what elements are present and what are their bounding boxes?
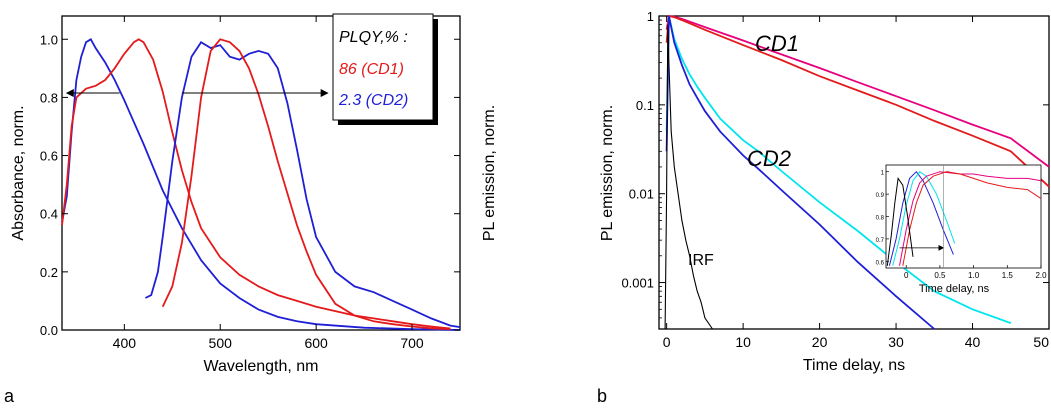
panel-b-y-tick-label: 0.01 — [629, 187, 654, 202]
panel-b-x-tick-label: 40 — [965, 334, 981, 350]
panel-a-y-tick-label: 0.2 — [40, 265, 58, 280]
inset-y-tick-label: 0.9 — [876, 193, 885, 199]
panel-b-x-ticks: 0 10 20 30 40 50 — [663, 16, 1050, 350]
panel-b-x-tick-label: 30 — [888, 334, 904, 350]
panel-b-x-tick-label: 10 — [735, 334, 751, 350]
annotation-cd1: CD1 — [755, 31, 799, 56]
inset-x-tick-label: 0.5 — [934, 271, 946, 280]
legend-entry-cd1: 86 (CD1) — [339, 61, 404, 78]
panel-a-y-tick-label: 0.8 — [40, 90, 58, 105]
inset-series-line-2 — [899, 171, 1042, 266]
panel-b-curves — [664, 14, 1050, 330]
panel-a-y-tick-label: 0.0 — [40, 323, 58, 338]
panel-b-plot-frame — [658, 15, 1050, 330]
inset-y-tick-label: 0.7 — [876, 238, 885, 244]
inset-series-line-0 — [888, 170, 954, 266]
panel-b-series-line-2 — [665, 15, 1012, 324]
panel-b-y-label: PL emission, norm. — [599, 105, 616, 241]
panel-a-series-line-3 — [161, 38, 451, 330]
panel-b-y-tick-label: 0.1 — [636, 98, 654, 113]
panel-a-y-label-left: Absorbance, norm. — [10, 105, 27, 240]
inset-x-tick-label: 1.5 — [1002, 271, 1014, 280]
annotation-irf: IRF — [688, 252, 714, 269]
inset-x-label: Time delay, ns — [919, 283, 990, 295]
inset-series-line-4 — [886, 177, 914, 266]
panel-b-label: b — [597, 386, 607, 406]
panel-b-series-line-3 — [665, 15, 935, 330]
inset-series-line-3 — [902, 171, 1042, 266]
panel-a-x-tick-label: 700 — [400, 335, 424, 351]
panel-b-x-tick-label: 0 — [663, 334, 671, 350]
inset-arrow — [899, 165, 945, 268]
panel-a-plot-frame — [61, 15, 461, 331]
panel-a-x-tick-label: 400 — [113, 335, 137, 351]
inset-y-tick-label: 0.8 — [876, 216, 885, 222]
panel-a-series-line-0 — [61, 38, 461, 331]
inset-y-tick-label: 1 — [881, 171, 885, 177]
panel-a-x-label: Wavelength, nm — [203, 358, 318, 375]
legend-title: PLQY,% : — [339, 29, 408, 46]
panel-b-x-label: Time delay, ns — [803, 357, 905, 374]
inset-y-ticks: 0.6 0.7 0.8 0.9 1 — [876, 171, 889, 266]
panel-a-curves — [61, 38, 461, 331]
panel-a-plot-area: 400 500 600 700 0.0 0.2 0.4 0.6 0.8 1.0 — [40, 15, 461, 351]
inset-x-tick-label: 0 — [904, 271, 909, 280]
panel-a-y-tick-label: 0.6 — [40, 149, 58, 164]
panel-a-y-tick-label: 0.4 — [40, 207, 58, 222]
legend-box — [332, 13, 434, 121]
panel-b-series-line-1 — [665, 14, 1050, 188]
panel-b-y-ticks: 1 0.1 0.01 0.001 — [621, 9, 1049, 330]
inset-curves — [886, 170, 1042, 266]
panel-b-series-line-4 — [664, 24, 713, 330]
panel-a-x-ticks: 400 500 600 700 — [113, 16, 424, 351]
legend-entry-cd2: 2.3 (CD2) — [338, 92, 408, 109]
inset-x-tick-label: 2.0 — [1035, 271, 1047, 280]
panel-a-x-tick-label: 600 — [304, 335, 328, 351]
panel-b-inset: 0 0.5 1.0 1.5 2.0 0.6 0.7 0.8 0.9 1 Time delay, … — [876, 164, 1047, 295]
panel-a-y-ticks: 0.0 0.2 0.4 0.6 0.8 1.0 — [40, 32, 460, 338]
panel-b-y-tick-label: 1 — [647, 9, 654, 24]
panel-b-x-tick-label: 50 — [1033, 334, 1049, 350]
panel-b-y-tick-label: 0.001 — [621, 276, 654, 291]
panel-b-x-tick-label: 20 — [812, 334, 828, 350]
panel-a-label: a — [4, 386, 15, 406]
inset-x-tick-label: 1.0 — [968, 271, 980, 280]
panel-a-series-line-2 — [144, 40, 461, 328]
panel-a-y-label-right: PL emission, norm. — [481, 105, 498, 241]
panel-a-y-tick-label: 1.0 — [40, 32, 58, 47]
panel-a: 400 500 600 700 0.0 0.2 0.4 0.6 0.8 1.0 PLQY,% :… — [4, 13, 498, 406]
panel-a-x-tick-label: 500 — [209, 335, 233, 351]
annotation-cd2: CD2 — [747, 146, 791, 171]
panel-a-legend: PLQY,% : 86 (CD1) 2.3 (CD2) — [332, 13, 438, 125]
inset-y-tick-label: 0.6 — [876, 260, 885, 266]
inset-x-ticks: 0 0.5 1.0 1.5 2.0 — [904, 265, 1047, 280]
